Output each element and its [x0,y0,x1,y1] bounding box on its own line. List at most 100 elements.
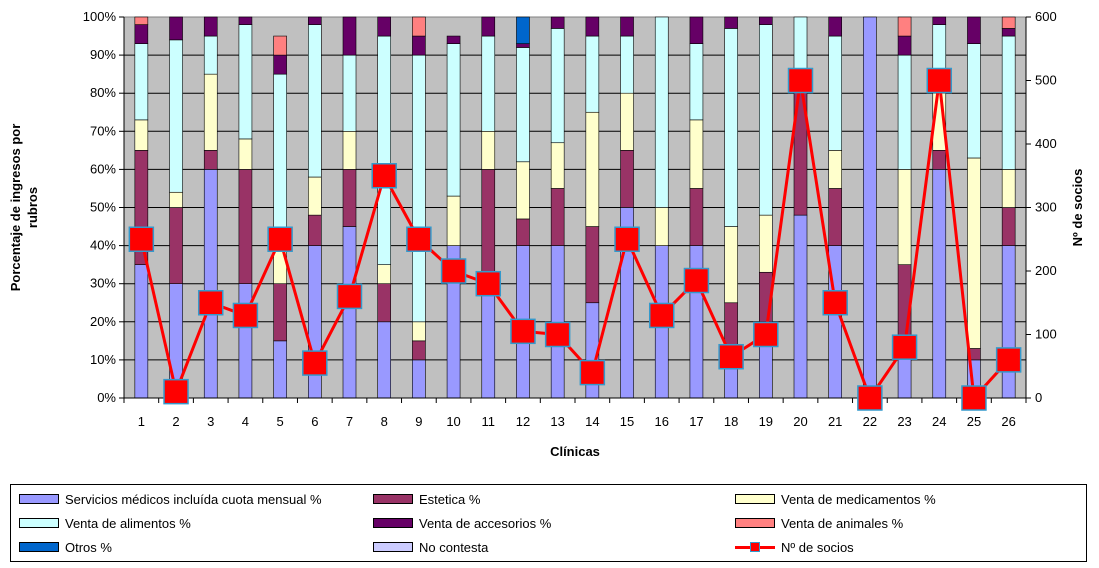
bar-segment-s4-c18 [724,16,738,29]
y2-tick-label: 500 [1035,73,1057,88]
y2-tick-label: 100 [1035,327,1057,342]
bar-segment-s3-c17 [689,43,704,121]
bar-segment-s3-c19 [759,24,773,216]
bar-segment-s1-c12 [516,218,530,246]
socios-marker-c4 [232,302,259,329]
x-tick-label: 8 [381,414,388,429]
socios-marker-c10 [440,258,467,284]
legend-swatch-estetica [373,494,413,504]
socios-marker-c25 [961,385,987,411]
bar-segment-s2-c15 [620,92,634,151]
bar-segment-s3-c2 [169,39,183,193]
legend-line-socios [735,541,775,553]
legend-item-estetica: Estetica % [373,489,480,509]
legend-label-medicamentos: Venta de medicamentos % [781,491,936,507]
bar-segment-s4-c9 [412,35,426,56]
legend-label-socios: Nº de socios [781,539,854,555]
y2-axis-title: Nº de socios [1070,169,1085,247]
socios-marker-c18 [718,343,744,370]
bar-segment-s3-c1 [134,43,149,121]
bar-segment-s4-c1 [134,24,149,44]
bar-segment-s4-c13 [550,16,565,29]
bar-segment-s2-c7 [342,131,357,170]
bar-segment-s3-c16 [654,16,669,208]
socios-marker-c1 [128,226,155,252]
legend-label-servicios: Servicios médicos incluída cuota mensual… [65,491,322,507]
y2-tick-label: 200 [1035,263,1057,278]
y2-tick-label: 0 [1035,390,1042,405]
bar-segment-s4-c21 [828,16,842,37]
bar-segment-s2-c2 [169,191,183,208]
bar-segment-s1-c4 [238,169,253,284]
legend-item-socios: Nº de socios [735,537,854,557]
socios-marker-c24 [926,67,953,94]
bar-segment-s3-c15 [620,35,634,94]
chart-legend: Servicios médicos incluída cuota mensual… [10,484,1087,562]
bar-segment-s2-c11 [481,131,496,170]
bar-segment-s0-c11 [481,283,496,399]
y-tick-label: 100% [83,9,117,24]
bar-segment-s2-c6 [308,176,322,216]
bar-segment-s1-c11 [481,169,496,284]
bar-segment-s5-c1 [134,16,149,25]
bar-segment-s3-c7 [342,54,357,132]
bar-segment-s2-c9 [412,321,426,342]
legend-label-animales: Venta de animales % [781,515,904,531]
bar-segment-s2-c18 [724,226,738,304]
legend-swatch-accesorios [373,518,413,528]
bar-segment-s4-c6 [308,16,322,25]
bar-segment-s2-c17 [689,119,704,189]
bar-segment-s3-c11 [481,35,496,132]
bar-segment-s5-c5 [273,35,287,56]
bar-segment-s0-c4 [238,283,253,399]
socios-marker-c22 [857,385,883,411]
bar-segment-s3-c5 [273,73,287,246]
y-tick-label: 60% [90,161,116,176]
socios-marker-c13 [544,321,571,348]
x-tick-label: 7 [346,414,353,429]
x-tick-label: 23 [897,414,911,429]
legend-item-servicios: Servicios médicos incluída cuota mensual… [19,489,322,509]
x-tick-label: 26 [1001,414,1015,429]
legend-item-otros: Otros % [19,537,112,557]
bar-segment-s3-c14 [585,35,600,113]
y-tick-label: 30% [90,276,116,291]
bar-segment-s1-c6 [308,214,322,246]
bar-segment-s4-c15 [620,16,634,37]
bar-segment-s2-c21 [828,150,842,189]
y-axis-title: Porcentaje de ingresos por rubros [8,124,40,292]
bar-segment-s1-c15 [620,150,634,208]
bar-segment-s1-c9 [412,340,426,361]
y-tick-label: 40% [90,238,116,253]
bar-segment-s3-c3 [203,35,218,75]
bar-segment-s1-c8 [377,283,391,323]
bar-segment-s2-c13 [550,142,565,189]
bar-segment-s4-c2 [169,16,183,41]
bar-segment-s0-c9 [412,359,426,399]
x-tick-label: 18 [724,414,738,429]
x-axis-title: Clínicas [550,444,600,459]
bar-segment-s4-c12 [516,43,530,48]
x-tick-label: 10 [446,414,460,429]
bar-segment-s2-c1 [134,119,149,151]
socios-marker-c11 [475,270,502,297]
bar-segment-s0-c8 [377,321,391,399]
bar-segment-s3-c18 [724,28,738,227]
bar-segment-s2-c8 [377,264,391,284]
legend-item-medicamentos: Venta de medicamentos % [735,489,936,509]
y-tick-label: 50% [90,200,116,215]
x-tick-label: 1 [138,414,145,429]
bar-segment-s1-c17 [689,188,704,246]
x-tick-label: 5 [276,414,283,429]
bar-segment-s0-c22 [863,16,877,399]
socios-marker-c9 [406,226,432,252]
socios-marker-c19 [753,321,779,348]
x-tick-label: 3 [207,414,214,429]
bar-segment-s0-c3 [203,169,218,399]
socios-marker-c15 [614,226,640,252]
socios-marker-c7 [336,283,363,310]
x-tick-label: 11 [482,414,496,429]
socios-marker-c21 [822,290,848,316]
x-tick-label: 4 [242,414,249,429]
bar-segment-s4-c17 [689,16,704,44]
